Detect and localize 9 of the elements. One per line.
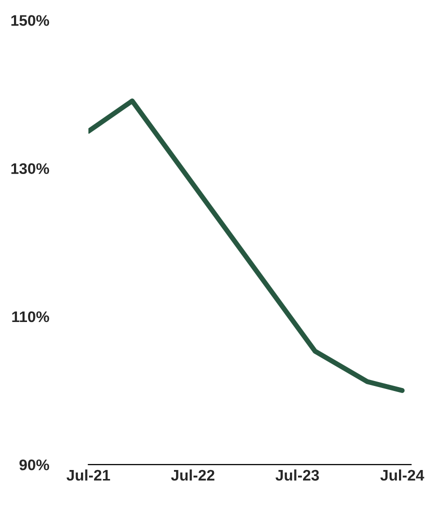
x-tick-label: Jul-23 <box>276 469 319 481</box>
y-tick-label: 130% <box>11 163 50 174</box>
y-tick-label: 110% <box>12 311 50 322</box>
y-tick-label: 90% <box>19 459 50 470</box>
y-tick-label: 150% <box>11 15 50 26</box>
x-tick-label: Jul-22 <box>171 469 214 481</box>
x-tick-label: Jul-24 <box>380 469 424 481</box>
x-tick-label: Jul-21 <box>66 469 110 481</box>
line-series <box>88 98 405 393</box>
